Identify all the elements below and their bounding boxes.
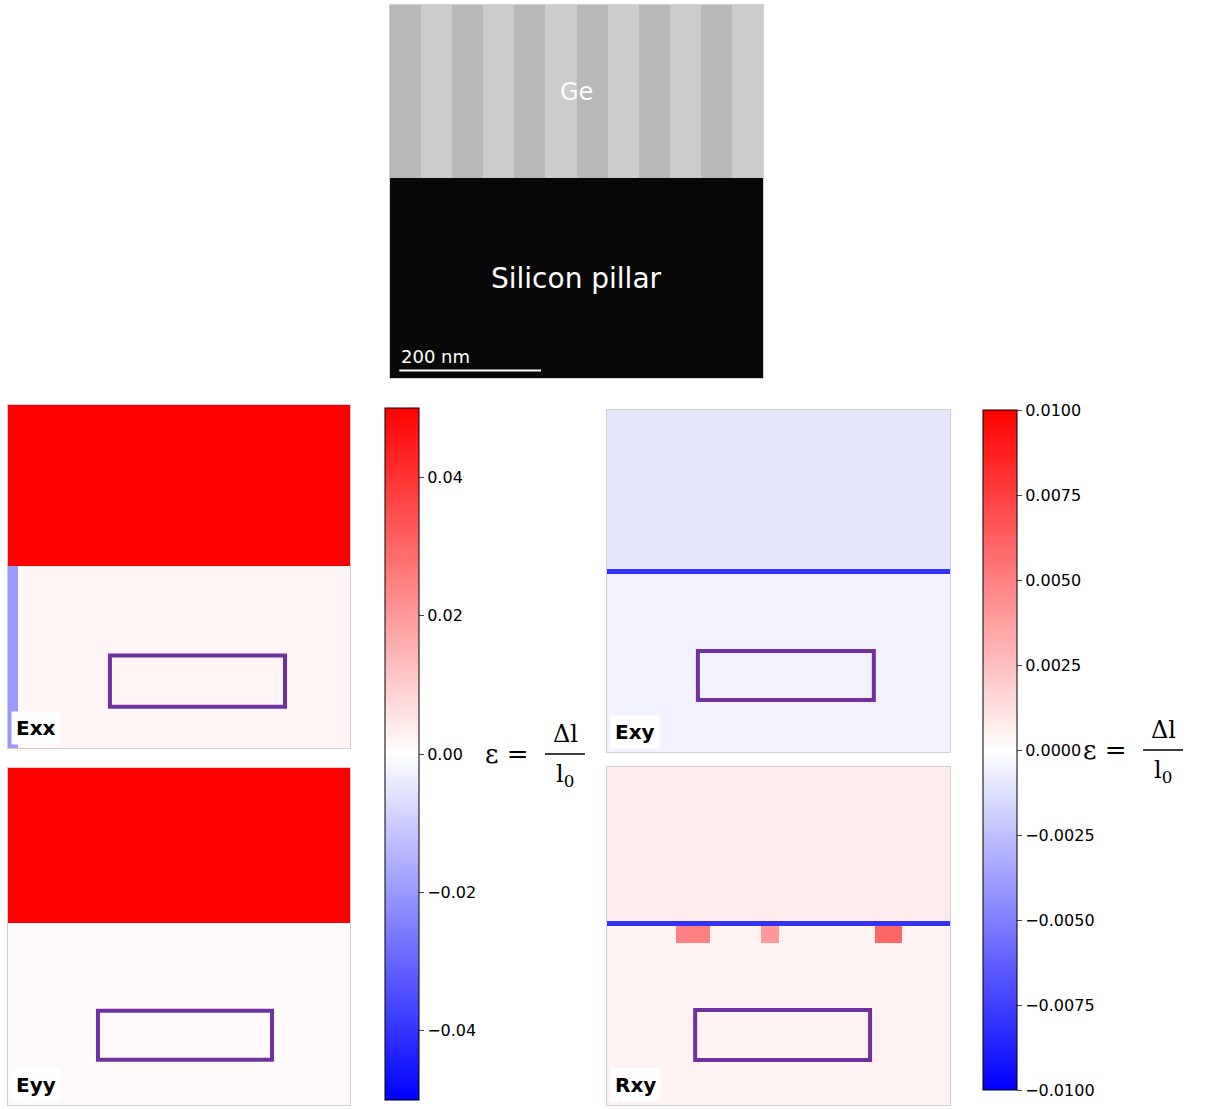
svg-text:l​0​: l​0​: [1154, 756, 1172, 787]
svg-text:0.0050: 0.0050: [1025, 571, 1081, 590]
svg-text:0.04: 0.04: [427, 468, 463, 487]
svg-text:Ge: Ge: [560, 78, 593, 106]
svg-text:l​0​: l​0​: [556, 760, 574, 791]
svg-text:ε =: ε =: [485, 739, 529, 769]
svg-text:−0.0050: −0.0050: [1025, 911, 1094, 930]
svg-text:0.02: 0.02: [427, 606, 463, 625]
svg-text:Rxy: Rxy: [615, 1073, 656, 1097]
svg-text:Eyy: Eyy: [16, 1073, 56, 1097]
svg-text:−0.0075: −0.0075: [1025, 996, 1094, 1015]
svg-text:Δl: Δl: [553, 720, 578, 748]
svg-text:−0.04: −0.04: [427, 1021, 476, 1040]
svg-text:200 nm: 200 nm: [401, 346, 470, 367]
svg-text:0.00: 0.00: [427, 745, 463, 764]
svg-text:Exx: Exx: [16, 716, 56, 740]
svg-text:Δl: Δl: [1151, 716, 1176, 744]
svg-text:0.0100: 0.0100: [1025, 401, 1081, 420]
svg-text:−0.0100: −0.0100: [1025, 1081, 1094, 1100]
svg-text:0.0000: 0.0000: [1025, 741, 1081, 760]
svg-text:0.0075: 0.0075: [1025, 486, 1081, 505]
svg-text:−0.02: −0.02: [427, 883, 476, 902]
svg-text:Exy: Exy: [615, 720, 655, 744]
svg-text:ε =: ε =: [1083, 735, 1127, 765]
svg-text:−0.0025: −0.0025: [1025, 826, 1094, 845]
svg-text:0.0025: 0.0025: [1025, 656, 1081, 675]
svg-text:Silicon pillar: Silicon pillar: [491, 262, 662, 295]
